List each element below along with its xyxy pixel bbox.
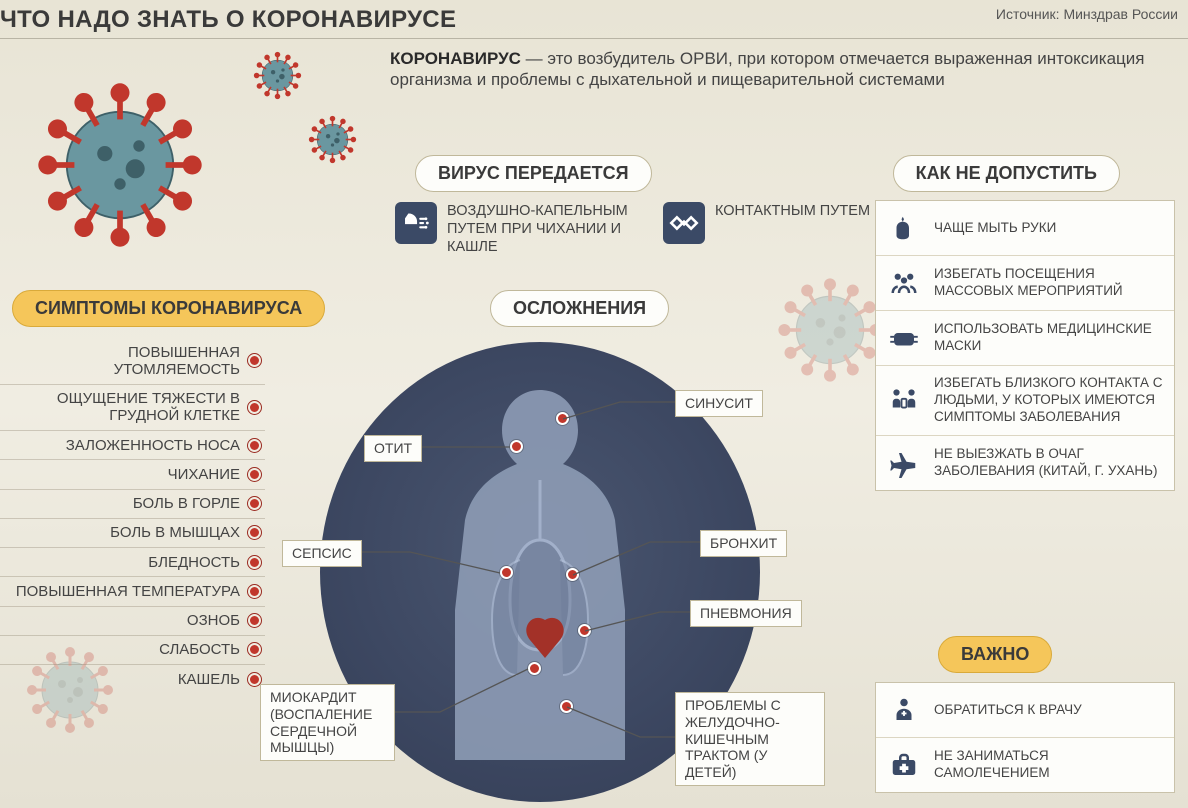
prevention-text: ИСПОЛЬЗОВАТЬ МЕДИЦИНСКИЕ МАСКИ	[934, 321, 1164, 355]
complication-label: ОТИТ	[364, 435, 422, 462]
symptom-item: ПОВЫШЕННАЯ УТОМЛЯЕМОСТЬ	[0, 338, 265, 385]
doctor-icon	[886, 692, 922, 728]
intro-lead: КОРОНАВИРУС	[390, 49, 521, 68]
prevention-item: ЧАЩЕ МЫТЬ РУКИ	[876, 201, 1174, 256]
symptom-item: ПОВЫШЕННАЯ ТЕМПЕРАТУРА	[0, 577, 265, 606]
complication-label: ПНЕВМОНИЯ	[690, 600, 802, 627]
symptom-item: СЛАБОСТЬ	[0, 636, 265, 665]
important-item: ОБРАТИТЬСЯ К ВРАЧУ	[876, 683, 1174, 738]
transmission-text: КОНТАКТНЫМ ПУТЕМ	[715, 202, 870, 220]
transmission-header: ВИРУС ПЕРЕДАЕТСЯ	[415, 155, 652, 192]
sneeze-icon	[395, 202, 437, 244]
symptom-item: БОЛЬ В ГОРЛЕ	[0, 490, 265, 519]
mask-icon	[886, 320, 922, 356]
prevention-item: ИЗБЕГАТЬ БЛИЗКОГО КОНТАКТА С ЛЮДЬМИ, У К…	[876, 366, 1174, 436]
important-item: НЕ ЗАНИМАТЬСЯ САМОЛЕЧЕНИЕМ	[876, 738, 1174, 792]
plane-icon	[886, 445, 922, 481]
complication-label: ПРОБЛЕМЫ С ЖЕЛУДОЧНО-КИШЕЧНЫМ ТРАКТОМ (У…	[675, 692, 825, 786]
symptom-item: ЗАЛОЖЕННОСТЬ НОСА	[0, 431, 265, 460]
symptom-text: ОЩУЩЕНИЕ ТЯЖЕСТИ В ГРУДНОЙ КЛЕТКЕ	[0, 390, 240, 425]
crowd-icon	[886, 265, 922, 301]
symptom-text: БОЛЬ В МЫШЦАХ	[110, 524, 240, 541]
page-title: ЧТО НАДО ЗНАТЬ О КОРОНАВИРУСЕ	[0, 6, 456, 34]
bullet-icon	[248, 354, 261, 367]
bullet-icon	[248, 556, 261, 569]
transmission-text: ВОЗДУШНО-КАПЕЛЬНЫМ ПУТЕМ ПРИ ЧИХАНИИ И К…	[447, 202, 635, 256]
important-text: ОБРАТИТЬСЯ К ВРАЧУ	[934, 702, 1082, 719]
bullet-icon	[248, 585, 261, 598]
bullet-icon	[248, 439, 261, 452]
prevention-text: ИЗБЕГАТЬ ПОСЕЩЕНИЯ МАССОВЫХ МЕРОПРИЯТИЙ	[934, 266, 1164, 300]
symptom-item: БОЛЬ В МЫШЦАХ	[0, 519, 265, 548]
symptom-text: ПОВЫШЕННАЯ ТЕМПЕРАТУРА	[16, 583, 240, 600]
complication-label: БРОНХИТ	[700, 530, 787, 557]
bullet-icon	[248, 614, 261, 627]
symptom-text: КАШЕЛЬ	[178, 671, 240, 688]
bullet-icon	[248, 497, 261, 510]
complication-label: МИОКАРДИТ (ВОСПАЛЕНИЕ СЕРДЕЧНОЙ МЫШЦЫ)	[260, 684, 395, 761]
source-label: Источник: Минздрав России	[996, 6, 1178, 22]
body-diagram: СИНУСИТ ОТИТ БРОНХИТ ПНЕВМОНИЯ СЕПСИС МИ…	[320, 342, 760, 802]
bullet-icon	[248, 401, 261, 414]
complication-label: СИНУСИТ	[675, 390, 763, 417]
symptom-text: ЗАЛОЖЕННОСТЬ НОСА	[66, 437, 240, 454]
symptoms-header: СИМПТОМЫ КОРОНАВИРУСА	[12, 290, 325, 327]
virus-illustration-large	[25, 70, 215, 260]
prevention-header: КАК НЕ ДОПУСТИТЬ	[893, 155, 1120, 192]
transmission-item: КОНТАКТНЫМ ПУТЕМ	[663, 202, 903, 256]
symptom-text: БЛЕДНОСТЬ	[148, 554, 240, 571]
symptom-item: БЛЕДНОСТЬ	[0, 548, 265, 577]
complication-label: СЕПСИС	[282, 540, 362, 567]
intro-text: КОРОНАВИРУС — это возбудитель ОРВИ, при …	[390, 48, 1170, 91]
virus-illustration-small	[250, 48, 305, 103]
handshake-icon	[663, 202, 705, 244]
symptom-text: ОЗНОБ	[187, 612, 240, 629]
medkit-icon	[886, 747, 922, 783]
prevention-list: ЧАЩЕ МЫТЬ РУКИ ИЗБЕГАТЬ ПОСЕЩЕНИЯ МАССОВ…	[875, 200, 1175, 491]
bullet-icon	[248, 643, 261, 656]
important-text: НЕ ЗАНИМАТЬСЯ САМОЛЕЧЕНИЕМ	[934, 748, 1164, 782]
transmission-item: ВОЗДУШНО-КАПЕЛЬНЫМ ПУТЕМ ПРИ ЧИХАНИИ И К…	[395, 202, 635, 256]
wash-hands-icon	[886, 210, 922, 246]
distance-icon	[886, 382, 922, 418]
transmission-items: ВОЗДУШНО-КАПЕЛЬНЫМ ПУТЕМ ПРИ ЧИХАНИИ И К…	[395, 202, 903, 256]
prevention-item: НЕ ВЫЕЗЖАТЬ В ОЧАГ ЗАБОЛЕВАНИЯ (КИТАЙ, Г…	[876, 436, 1174, 490]
symptom-text: ЧИХАНИЕ	[168, 466, 240, 483]
symptom-text: СЛАБОСТЬ	[159, 641, 240, 658]
header-bar: ЧТО НАДО ЗНАТЬ О КОРОНАВИРУСЕ Источник: …	[0, 0, 1188, 39]
symptom-text: БОЛЬ В ГОРЛЕ	[133, 495, 240, 512]
virus-bg-icon	[770, 270, 890, 390]
virus-illustration-small	[305, 112, 360, 167]
symptom-item: КАШЕЛЬ	[0, 665, 265, 693]
symptoms-list: ПОВЫШЕННАЯ УТОМЛЯЕМОСТЬ ОЩУЩЕНИЕ ТЯЖЕСТИ…	[0, 338, 265, 693]
important-list: ОБРАТИТЬСЯ К ВРАЧУ НЕ ЗАНИМАТЬСЯ САМОЛЕЧ…	[875, 682, 1175, 793]
bullet-icon	[248, 468, 261, 481]
prevention-text: НЕ ВЫЕЗЖАТЬ В ОЧАГ ЗАБОЛЕВАНИЯ (КИТАЙ, Г…	[934, 446, 1164, 480]
symptom-item: ЧИХАНИЕ	[0, 460, 265, 489]
complications-header: ОСЛОЖНЕНИЯ	[490, 290, 669, 327]
symptom-item: ОЩУЩЕНИЕ ТЯЖЕСТИ В ГРУДНОЙ КЛЕТКЕ	[0, 385, 265, 432]
prevention-text: ИЗБЕГАТЬ БЛИЗКОГО КОНТАКТА С ЛЮДЬМИ, У К…	[934, 375, 1164, 426]
prevention-text: ЧАЩЕ МЫТЬ РУКИ	[934, 220, 1056, 237]
prevention-item: ИЗБЕГАТЬ ПОСЕЩЕНИЯ МАССОВЫХ МЕРОПРИЯТИЙ	[876, 256, 1174, 311]
symptom-text: ПОВЫШЕННАЯ УТОМЛЯЕМОСТЬ	[0, 344, 240, 379]
important-header: ВАЖНО	[938, 636, 1052, 673]
bullet-icon	[248, 526, 261, 539]
symptom-item: ОЗНОБ	[0, 607, 265, 636]
prevention-item: ИСПОЛЬЗОВАТЬ МЕДИЦИНСКИЕ МАСКИ	[876, 311, 1174, 366]
